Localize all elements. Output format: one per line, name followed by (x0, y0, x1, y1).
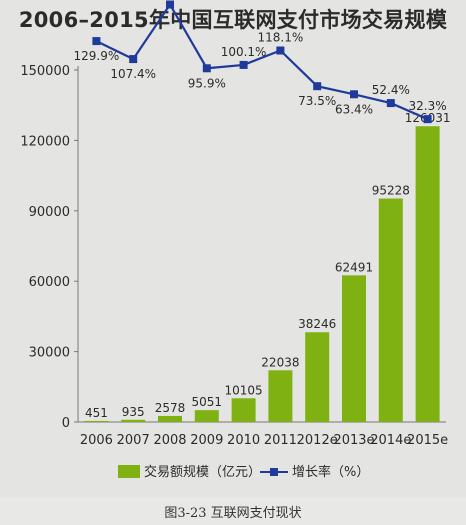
bar-data-label: 935 (122, 405, 145, 419)
growth-rate-label: 95.9% (188, 76, 226, 90)
growth-rate-label: 100.1% (221, 45, 267, 59)
legend-swatch-line (260, 465, 288, 478)
chart-title: 2006–2015年中国互联网支付市场交易规模 (18, 8, 448, 32)
legend-swatch-bar (118, 465, 140, 478)
growth-rate-label: 129.9% (74, 49, 120, 63)
bar (415, 126, 440, 422)
growth-rate-label: 32.3% (409, 99, 447, 113)
x-tick-label: 2007 (117, 433, 150, 448)
growth-rate-point (423, 115, 432, 124)
growth-rate-label: 118.1% (258, 31, 304, 45)
x-tick-label: 2009 (190, 433, 223, 448)
bar-data-label: 2578 (155, 401, 186, 415)
legend-item-line: 增长率（%） (260, 461, 369, 480)
growth-rate-label: 63.4% (335, 102, 373, 116)
y-tick-label: 30000 (29, 346, 70, 361)
x-tick-label: 2011 (264, 433, 297, 448)
growth-rate-point (350, 90, 358, 99)
growth-rate-point (166, 0, 174, 9)
y-tick-label: 0 (62, 416, 70, 431)
x-tick-label: 2010 (227, 433, 260, 448)
y-tick-label: 150000 (20, 64, 70, 79)
bar-data-label: 62491 (335, 260, 373, 274)
bar-data-label: 95228 (372, 184, 410, 198)
bar-data-label: 5051 (192, 395, 223, 409)
x-tick-label: 2015e (407, 433, 448, 448)
bar (194, 410, 219, 422)
figure-caption: 图3-23 互联网支付现状 (164, 506, 302, 521)
growth-rate-point (92, 37, 101, 46)
x-tick-label: 2013e (333, 433, 374, 448)
x-tick-label: 2014e (370, 433, 411, 448)
growth-rate-point (239, 60, 248, 69)
growth-rate-point (313, 82, 322, 91)
bar (305, 332, 330, 422)
bar-data-label: 38246 (298, 317, 336, 331)
growth-rate-point (276, 46, 285, 55)
growth-rate-label: 52.4% (372, 83, 410, 97)
x-tick-label: 2012e (297, 433, 338, 448)
x-tick-label: 2008 (153, 433, 186, 448)
legend-label-bar: 交易额规模（亿元） (144, 465, 262, 480)
bar (231, 398, 256, 422)
bar (268, 370, 293, 422)
bar (342, 275, 366, 422)
y-tick-label: 60000 (29, 275, 70, 290)
x-tick-label: 2006 (80, 433, 113, 448)
bar-data-label: 451 (85, 406, 108, 420)
growth-rate-point (129, 55, 138, 64)
growth-rate-point (386, 99, 395, 108)
y-tick-label: 120000 (20, 134, 70, 149)
bar-data-label: 22038 (261, 355, 299, 369)
growth-rate-line (95, 2, 429, 121)
y-tick-label: 90000 (29, 205, 70, 220)
legend-label-line: 增长率（%） (292, 465, 370, 480)
bar (84, 420, 109, 422)
growth-rate-label: 73.5% (298, 94, 336, 108)
bar (158, 415, 182, 422)
chart-plot: 0 30000 60000 90000 120000 150000 2006 2007 2008… (20, 0, 451, 448)
legend-item-bar: 交易额规模（亿元） (118, 461, 261, 480)
growth-rate-point (202, 64, 211, 73)
bar (121, 419, 146, 422)
growth-rate-label: 107.4% (110, 67, 156, 81)
bar (378, 198, 403, 422)
bar-data-label: 10105 (225, 383, 263, 397)
